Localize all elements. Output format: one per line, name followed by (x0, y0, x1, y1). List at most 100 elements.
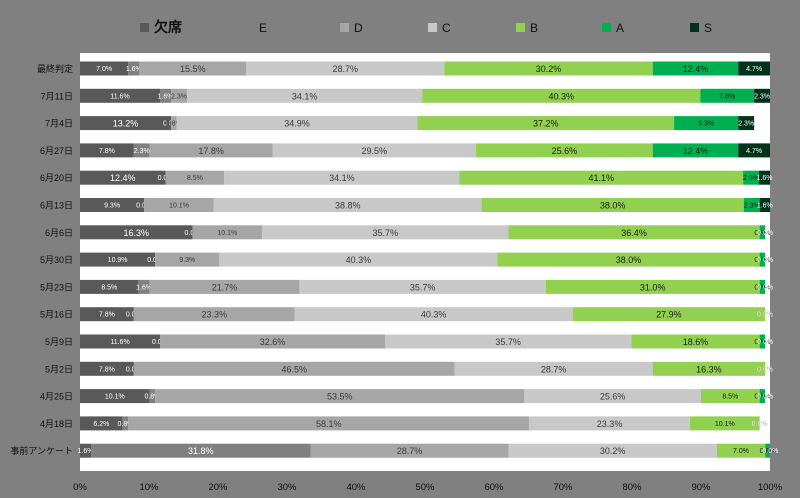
category-label: 5月23日 (40, 282, 73, 292)
legend-swatch (690, 23, 699, 32)
data-label: 18.6% (683, 337, 709, 347)
bar-segment (758, 170, 770, 185)
bar-segment (149, 389, 156, 404)
bar-segment (701, 389, 760, 404)
data-label: 8.5% (722, 394, 738, 401)
x-tick-label: 30% (277, 482, 297, 493)
bar-row: 7.0% 1.6% 15.5% 28.7% 30.2% 12.4% 4.7% (80, 61, 770, 76)
bar-segment (80, 88, 161, 103)
data-label: 16.3% (696, 364, 722, 374)
bar-segment (652, 143, 739, 158)
data-label: 28.7% (541, 364, 567, 374)
category-label: 6月13日 (40, 201, 73, 211)
data-label: 10.1% (105, 394, 125, 401)
bar-segment (759, 225, 766, 240)
data-label: 38.0% (616, 255, 642, 265)
category-label: 事前アンケート (10, 445, 73, 456)
bar-segment (155, 389, 525, 404)
data-label: 34.9% (284, 119, 310, 129)
bar-row: 10.1% 0.8% 53.5% 25.6% 8.5% 0.8%0.0% (80, 389, 773, 404)
bar-segment (80, 416, 123, 431)
data-label: 36.4% (621, 228, 647, 238)
bar-segment (80, 198, 145, 212)
bar-segment (80, 170, 166, 185)
data-label: 0.0% (757, 284, 773, 291)
bar-segment (294, 307, 573, 322)
data-label: 1.6% (78, 448, 94, 455)
legend-label: B (530, 21, 538, 35)
bar-segment (149, 143, 273, 158)
bar-segment (572, 307, 766, 322)
data-label: 2.3% (171, 93, 187, 100)
bar-segment (80, 279, 139, 294)
data-label: 4.7% (746, 66, 762, 73)
bar-segment (545, 279, 760, 294)
bar-row: 7.8%0.0%23.3%40.3%27.9%0.0%0.0% (80, 307, 773, 322)
bar-segment (149, 279, 300, 294)
bar-segment (192, 225, 263, 240)
data-label: 37.2% (533, 119, 559, 129)
legend-swatch (602, 23, 611, 32)
data-label: 4.7% (746, 148, 762, 155)
data-label: 35.7% (410, 282, 436, 292)
data-label: 30.2% (600, 446, 626, 456)
data-label: 2.3% (134, 148, 150, 155)
bar-segment (759, 198, 770, 212)
data-label: 2.3% (744, 203, 760, 210)
bar-segment (171, 88, 187, 103)
data-label: 12.4% (110, 173, 136, 183)
bar-segment (759, 389, 766, 404)
data-label: 11.6% (110, 93, 129, 100)
bar-segment (80, 61, 129, 76)
bar-segment (754, 88, 770, 103)
category-label: 6月6日 (45, 228, 73, 238)
bar-segment (171, 116, 177, 131)
data-label: 1.6% (757, 203, 773, 210)
category-label: 6月27日 (40, 146, 73, 156)
bar-segment (246, 61, 445, 76)
bar-segment (481, 198, 744, 212)
x-tick-label: 10% (139, 482, 159, 493)
bar-segment (299, 279, 546, 294)
x-tick-label: 90% (691, 482, 711, 493)
bar-segment (80, 307, 134, 322)
bar-row: 1.6% 31.8% 28.7% 30.2% 7.0% 0.8%0.0% (78, 443, 778, 458)
data-label: 12.4% (683, 146, 709, 156)
data-label: 7.8% (99, 366, 115, 373)
legend-label: E (259, 21, 267, 35)
data-label: 6.2% (93, 421, 109, 428)
bar-segment (459, 170, 744, 185)
bar-segment (524, 389, 701, 404)
legend-swatch (428, 23, 437, 32)
data-label: 35.7% (373, 228, 399, 238)
data-label: 16.3% (123, 228, 149, 238)
category-label: 最終判定 (37, 63, 73, 74)
bar-row: 8.5% 1.6% 21.7% 35.7% 31.0% 0.8%0.0% (80, 279, 773, 294)
bar-segment (716, 443, 766, 458)
data-label: 0.8% (144, 394, 160, 401)
data-label: 1.6% (158, 93, 174, 100)
data-label: 0.8% (754, 394, 770, 401)
data-label: 15.5% (180, 64, 206, 74)
bar-segment (144, 198, 214, 212)
data-label: 12.4% (683, 64, 709, 74)
data-label: 0.0% (757, 366, 773, 373)
category-label: 7月4日 (45, 119, 73, 129)
bar-segment (631, 334, 760, 349)
data-label: 53.5% (327, 392, 353, 402)
data-label: 0.8% (754, 339, 770, 346)
bar-segment (80, 225, 193, 240)
bar-segment (219, 252, 498, 267)
bar-segment (80, 389, 150, 404)
bar-segment (759, 334, 766, 349)
data-label: 0.0% (757, 366, 773, 373)
data-label: 0.0% (757, 394, 773, 401)
x-tick-label: 50% (415, 482, 435, 493)
bars: 7.0% 1.6% 15.5% 28.7% 30.2% 12.4% 4.7% 11.6% 1.6… (78, 61, 778, 458)
legend-label: S (704, 21, 712, 35)
data-label: 2.3% (738, 121, 754, 128)
data-label: 7.8% (719, 93, 735, 100)
data-label: 40.3% (549, 91, 575, 101)
category-label: 5月2日 (45, 364, 73, 374)
